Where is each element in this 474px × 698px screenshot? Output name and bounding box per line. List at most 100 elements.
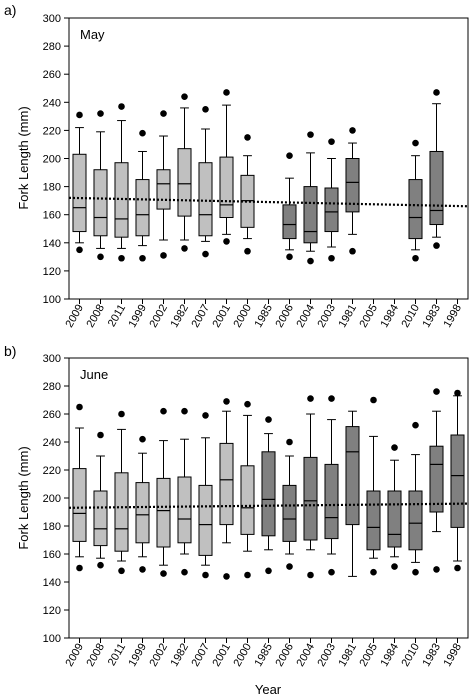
- outlier-point: [139, 254, 146, 262]
- y-tick-label: 280: [43, 41, 61, 53]
- outlier-point: [160, 407, 167, 415]
- y-axis-a: 100 120 140 160 180 200 220 240 260 280 300: [43, 13, 69, 306]
- outlier-point: [265, 416, 272, 423]
- plot-frame-a: [68, 17, 469, 300]
- box-1982: [177, 476, 192, 544]
- outlier-point: [433, 242, 440, 249]
- x-tick-label: 2000: [231, 303, 254, 330]
- box-2000: [240, 465, 255, 535]
- box-2008: [93, 490, 108, 547]
- outlier-point: [76, 403, 83, 411]
- outlier-point: [286, 152, 293, 159]
- outlier-point: [412, 568, 419, 576]
- outlier-point: [97, 253, 104, 261]
- outlier-point: [307, 395, 314, 402]
- outlier-point: [181, 93, 188, 100]
- panel-june: b) Fork Length (mm) June 100 120 140 160 180…: [4, 343, 469, 669]
- outlier-point: [181, 407, 188, 415]
- box-2002: [156, 477, 171, 548]
- outlier-point: [433, 388, 440, 395]
- x-tick-label: 2003: [315, 303, 338, 330]
- y-tick-label: 280: [43, 381, 61, 393]
- y-tick-label: 140: [43, 238, 61, 250]
- box-2001: [219, 442, 234, 526]
- y-tick-label: 220: [43, 465, 61, 477]
- box-1999: [135, 482, 150, 544]
- outlier-point: [97, 431, 104, 439]
- x-tick-label: 2004: [294, 642, 317, 669]
- box-2004: [303, 456, 318, 541]
- box-1999: [135, 179, 150, 237]
- x-tick-label: 1999: [126, 303, 149, 330]
- outlier-point: [97, 110, 104, 117]
- y-tick-label: 120: [43, 605, 61, 617]
- outlier-point: [223, 238, 230, 245]
- panel-title-june: June: [80, 367, 108, 382]
- outlier-point: [244, 400, 251, 408]
- box-2006: [282, 204, 297, 240]
- outlier-point: [76, 246, 83, 254]
- box-1983: [429, 445, 444, 513]
- box-1983: [429, 150, 444, 226]
- x-tick-label: 2007: [189, 642, 212, 669]
- x-tick-label: 2003: [315, 642, 338, 669]
- box-1982: [177, 148, 192, 217]
- outlier-point: [454, 564, 461, 572]
- outlier-point: [286, 563, 293, 570]
- box-2004: [303, 186, 318, 244]
- mean-reference-line: [68, 196, 469, 208]
- outlier-point: [349, 247, 356, 255]
- outlier-point: [307, 571, 314, 579]
- box-2010: [408, 179, 423, 240]
- y-tick-label: 220: [43, 125, 61, 137]
- outlier-point: [244, 134, 251, 141]
- outlier-point: [97, 561, 104, 569]
- x-tick-label: 2009: [63, 642, 86, 669]
- boxplots-b: [72, 388, 465, 580]
- box-2007: [198, 484, 213, 556]
- x-tick-label: 2002: [147, 303, 170, 330]
- y-tick-label: 260: [43, 69, 61, 81]
- box-1981: [345, 426, 360, 526]
- outlier-point: [76, 111, 83, 119]
- x-tick-label: 2005: [357, 303, 380, 330]
- outlier-point: [223, 398, 230, 405]
- outlier-point: [223, 89, 230, 96]
- y-axis-label-a: Fork Length (mm): [16, 106, 31, 209]
- outlier-point: [328, 395, 335, 402]
- outlier-point: [181, 245, 188, 252]
- outlier-point: [307, 257, 314, 265]
- x-tick-label: 2000: [231, 642, 254, 669]
- outlier-point: [202, 106, 209, 113]
- outlier-point: [349, 127, 356, 134]
- box-2009: [72, 153, 87, 233]
- outlier-point: [244, 247, 251, 255]
- box-2006: [282, 484, 297, 542]
- box-2003: [324, 187, 339, 233]
- reference-line-a: [68, 196, 469, 208]
- outlier-point: [118, 567, 125, 575]
- y-tick-label: 180: [43, 182, 61, 194]
- outlier-point: [202, 571, 209, 579]
- y-tick-label: 180: [43, 521, 61, 533]
- x-tick-label: 2006: [273, 303, 296, 330]
- x-tick-label: 2007: [189, 303, 212, 330]
- x-tick-label: 1999: [126, 642, 149, 669]
- outlier-point: [202, 412, 209, 419]
- y-tick-label: 240: [43, 437, 61, 449]
- panel-letter-a: a): [4, 2, 16, 18]
- box-2003: [324, 463, 339, 540]
- x-axis-a: 2009200820111999200219822007200120001985…: [63, 299, 464, 330]
- outlier-point: [286, 438, 293, 446]
- x-tick-label: 2011: [106, 303, 128, 329]
- x-tick-label: 2010: [399, 642, 422, 669]
- box-1981: [345, 158, 360, 213]
- x-tick-label: 1981: [336, 303, 359, 330]
- x-axis-b: 2009200820111999200219822007200120001985…: [63, 638, 464, 669]
- outlier-point: [265, 567, 272, 575]
- box-2009: [72, 468, 87, 542]
- x-tick-label: 2005: [357, 642, 380, 669]
- outlier-point: [118, 254, 125, 262]
- x-tick-label: 1985: [252, 642, 275, 669]
- x-tick-label: 1983: [420, 303, 443, 330]
